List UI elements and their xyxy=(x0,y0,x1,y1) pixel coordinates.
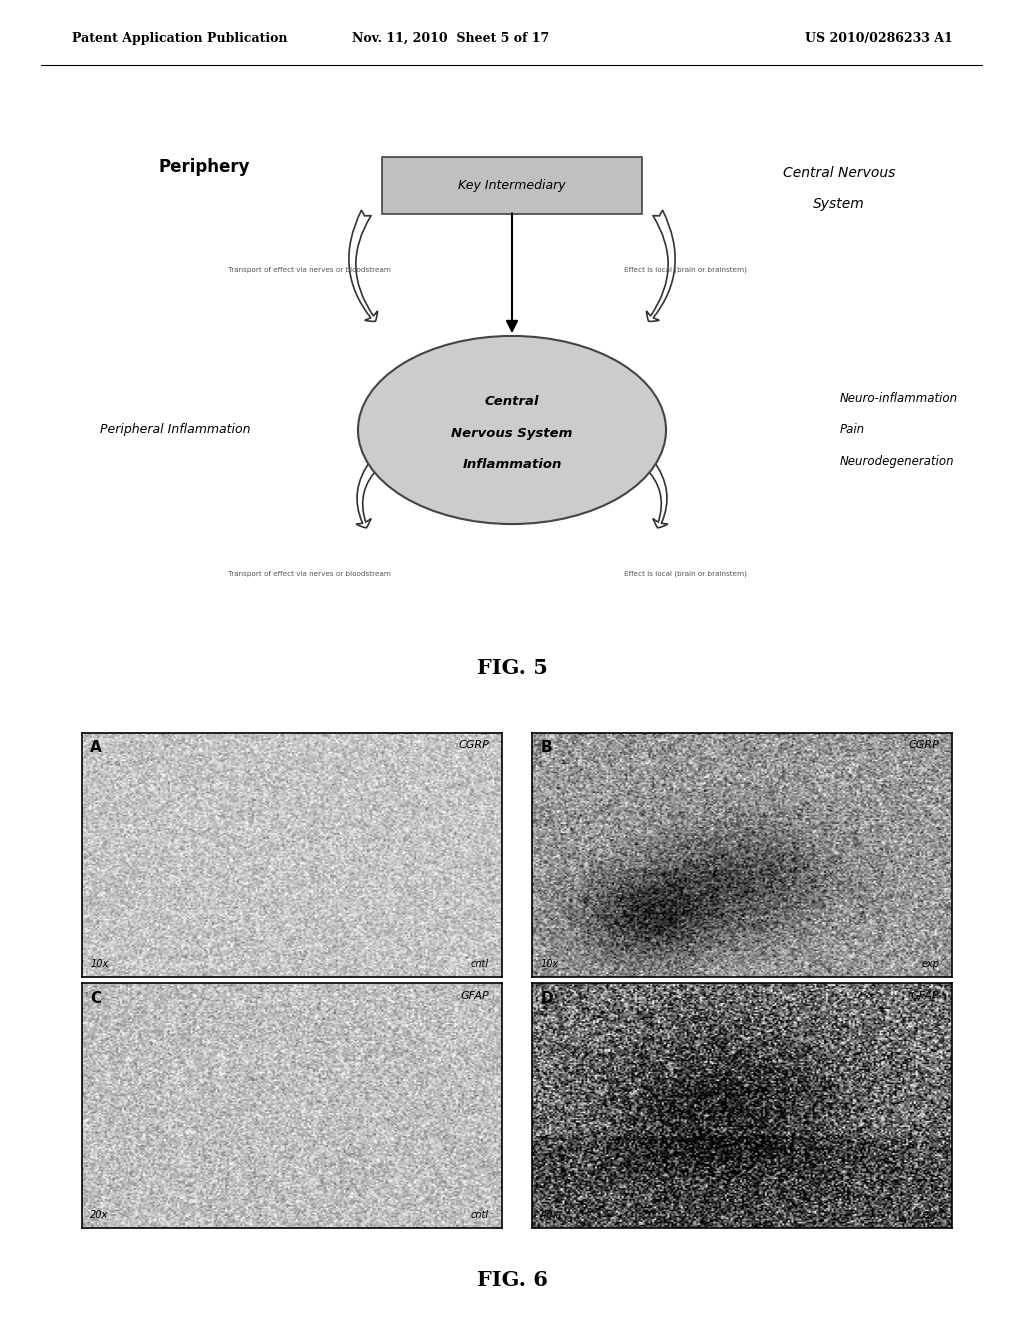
Text: exp: exp xyxy=(922,1210,940,1220)
FancyBboxPatch shape xyxy=(382,157,642,214)
Text: GFAP: GFAP xyxy=(461,991,489,1001)
Text: FIG. 5: FIG. 5 xyxy=(476,659,548,678)
Text: A: A xyxy=(90,741,102,755)
Text: Effect is local (brain or brainstem): Effect is local (brain or brainstem) xyxy=(624,572,746,577)
Text: Pain: Pain xyxy=(840,424,864,437)
Text: Neuro-inflammation: Neuro-inflammation xyxy=(840,392,957,405)
Text: Inflammation: Inflammation xyxy=(462,458,562,471)
Text: C: C xyxy=(90,991,101,1006)
Text: exp: exp xyxy=(922,960,940,969)
Text: Transport of effect via nerves or bloodstream: Transport of effect via nerves or bloods… xyxy=(228,572,391,577)
Text: Peripheral Inflammation: Peripheral Inflammation xyxy=(100,424,250,437)
Text: cntl: cntl xyxy=(471,1210,489,1220)
Text: Transport of effect via nerves or bloodstream: Transport of effect via nerves or bloods… xyxy=(228,267,391,273)
Text: cntl: cntl xyxy=(471,960,489,969)
Text: 40x: 40x xyxy=(541,1210,559,1220)
Text: Central: Central xyxy=(484,395,540,408)
Text: 20x: 20x xyxy=(90,1210,109,1220)
Text: Nervous System: Nervous System xyxy=(452,426,572,440)
Text: Central Nervous: Central Nervous xyxy=(783,166,895,180)
Text: Effect is local (brain or brainstem): Effect is local (brain or brainstem) xyxy=(624,267,746,273)
Text: GFAP: GFAP xyxy=(911,991,940,1001)
Text: Periphery: Periphery xyxy=(159,157,250,176)
Text: System: System xyxy=(813,197,865,211)
Text: 10x: 10x xyxy=(541,960,559,969)
Text: Patent Application Publication: Patent Application Publication xyxy=(72,32,287,45)
Text: CGRP: CGRP xyxy=(459,741,489,750)
Text: FIG. 6: FIG. 6 xyxy=(476,1270,548,1291)
Text: CGRP: CGRP xyxy=(909,741,940,750)
Text: Neurodegeneration: Neurodegeneration xyxy=(840,455,954,467)
Text: 10x: 10x xyxy=(90,960,109,969)
Ellipse shape xyxy=(358,337,666,524)
Text: D: D xyxy=(541,991,554,1006)
Text: Nov. 11, 2010  Sheet 5 of 17: Nov. 11, 2010 Sheet 5 of 17 xyxy=(352,32,549,45)
Text: Key Intermediary: Key Intermediary xyxy=(458,180,566,191)
Text: B: B xyxy=(541,741,553,755)
Text: US 2010/0286233 A1: US 2010/0286233 A1 xyxy=(805,32,952,45)
